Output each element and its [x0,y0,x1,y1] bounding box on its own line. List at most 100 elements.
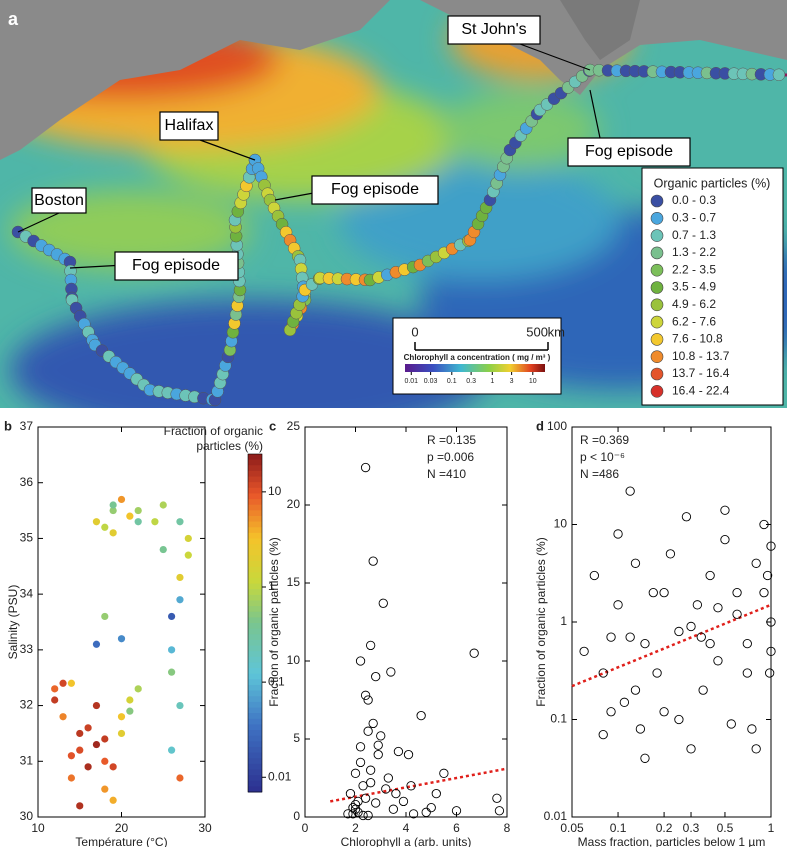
data-point [76,729,84,738]
data-point [381,784,391,794]
y-tick-label: 0.01 [544,809,568,823]
colorbar-segment [248,561,262,568]
data-point [355,742,366,752]
fit-line [330,767,508,803]
stat-annotation: p =0.006 [427,450,474,464]
data-point [386,667,396,677]
colorbar-segment [248,504,262,511]
data-point [159,545,167,554]
colorbar-tick-label: 10 [268,484,282,498]
stat-annotation: N =410 [427,467,466,481]
colorbar-tick-label: 0.01 [404,378,418,385]
data-point [406,781,416,791]
data-point [696,632,706,642]
data-point [613,529,623,539]
map: a Boston Halifax St John's Fog episode F… [0,0,787,408]
data-point [101,785,109,793]
data-point [353,807,363,817]
data-point [176,701,184,710]
plot-frame [571,426,772,818]
data-point [376,731,386,741]
data-point [363,726,373,736]
data-point [355,656,366,666]
x-axis-label: Chlorophyll a (arb. units) [341,835,472,847]
y-tick-label: 36 [20,475,34,489]
y-tick-label: 10 [287,653,301,667]
colorbar-segment [248,724,262,731]
data-point [640,638,650,649]
colorbar-segment [248,752,262,759]
data-point [101,735,109,743]
legend-label: 4.9 - 6.2 [672,297,716,311]
colorbar-segment [248,476,262,483]
data-point [365,765,376,775]
x-tick-label: 2 [352,821,359,835]
colorbar-tick-label: 3 [510,378,514,385]
legend-swatch [650,281,664,294]
plot-frame [37,426,206,818]
data-point [619,697,630,707]
colorbar-segment [248,746,262,754]
data-point [126,512,134,520]
colorbar-segment [248,713,262,720]
data-point [51,696,59,704]
data-point [606,632,616,642]
legend-label: 6.2 - 7.6 [672,314,716,328]
fit-line [571,603,772,688]
data-point [84,763,92,771]
data-point [426,802,436,813]
colorbar-segment [248,623,262,630]
data-point [759,587,769,598]
colorbar-segment [248,577,262,585]
colorbar-segment [248,465,262,472]
data-point [109,763,117,771]
data-point [358,810,368,821]
x-tick-label: 0.05 [560,821,584,835]
colorbar-segment [248,583,262,590]
colorbar-tick-label: 1 [268,579,275,593]
data-point [92,701,101,710]
place-label: St John's [461,21,526,38]
y-tick-label: 15 [287,575,301,589]
y-axis-label: Salinity (PSU) [6,585,20,660]
x-tick-label: 4 [403,821,410,835]
panel-label: c [269,418,276,433]
annotation: Fog episode [331,181,419,198]
y-tick-label: 10 [554,517,568,531]
panel-label: d [536,418,544,433]
data-point [398,796,409,807]
data-point [732,609,742,619]
colorbar-segment [248,521,262,528]
data-point [59,713,67,721]
y-axis-label: Fraction of organic particles (%) [534,537,548,706]
y-tick-label: 5 [293,731,300,745]
colorbar-tick-label: 0.03 [424,378,438,385]
y-tick-label: 31 [20,753,34,767]
legend-swatch [650,212,664,225]
colorbar-tick-label: 10 [529,378,537,385]
data-point [421,807,431,817]
colorbar-segment [248,454,262,461]
colorbar-segment [248,606,262,613]
data-point [762,570,773,581]
data-point [439,768,449,778]
data-point [373,740,383,750]
colorbar-segment [248,634,262,641]
data-point [360,793,371,803]
data-point [109,501,117,509]
y-tick-label: 25 [287,419,301,433]
data-point [652,668,662,678]
colorbar-segment [248,527,262,534]
legend-title: Organic particles (%) [654,176,771,190]
stat-annotation: N =486 [580,467,619,481]
data-point [751,558,761,568]
colorbar-segment [248,690,262,697]
data-point [360,462,371,473]
data-point [109,796,117,804]
data-point [126,707,134,715]
legend-label: 0.0 - 0.3 [672,193,716,207]
colorbar-frame [247,453,263,793]
data-point [732,587,742,598]
colorbar-tick-label: 0.1 [268,674,285,688]
data-point [117,495,126,504]
